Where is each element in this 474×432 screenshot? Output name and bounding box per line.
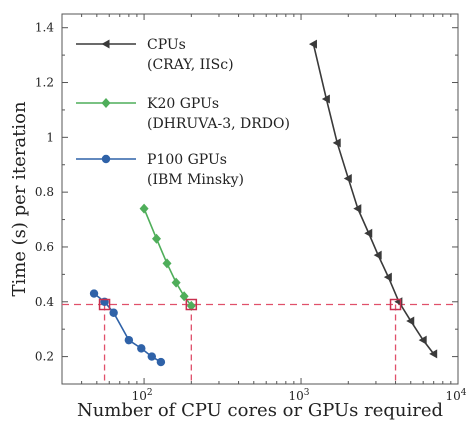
legend-label: K20 GPUs bbox=[147, 96, 219, 112]
data-point bbox=[343, 173, 352, 183]
y-tick-label: 0.2 bbox=[35, 350, 54, 364]
data-point bbox=[383, 272, 392, 282]
data-point bbox=[321, 94, 330, 104]
reference-layer bbox=[62, 303, 458, 384]
data-point bbox=[156, 357, 166, 367]
plot-frame bbox=[61, 13, 459, 385]
data-point bbox=[109, 308, 118, 317]
y-tick-label: 0.6 bbox=[35, 240, 54, 254]
legend-sublabel: (CRAY, IISc) bbox=[147, 57, 234, 73]
data-point bbox=[101, 98, 111, 108]
legend: CPUs (CRAY, IISc) K20 GPUs (DHRUVA-3, DRDO)… bbox=[76, 37, 290, 188]
y-tick-label: 0.8 bbox=[35, 185, 54, 199]
data-point bbox=[373, 250, 382, 260]
data-point bbox=[171, 277, 181, 288]
data-point bbox=[308, 39, 317, 49]
y-tick-label: 1.2 bbox=[35, 76, 54, 90]
data-point bbox=[101, 39, 110, 49]
data-point bbox=[152, 233, 162, 244]
data-point bbox=[101, 154, 111, 164]
legend-label: CPUs bbox=[147, 37, 186, 53]
data-point bbox=[332, 138, 341, 148]
highlight-marker bbox=[389, 298, 402, 311]
x-axis-title: Number of CPU cores or GPUs required bbox=[77, 400, 443, 421]
data-point bbox=[139, 203, 149, 214]
data-point bbox=[137, 344, 146, 353]
y-axis-title: Time (s) per iteration bbox=[9, 101, 30, 297]
x-tick-label: 102 bbox=[132, 388, 153, 403]
y-tick-label: 0.4 bbox=[35, 295, 54, 309]
data-point bbox=[429, 349, 438, 359]
legend-label: P100 GPUs bbox=[147, 152, 227, 168]
data-point bbox=[418, 335, 427, 345]
series-line bbox=[312, 43, 435, 355]
legend-sublabel: (DHRUVA-3, DRDO) bbox=[147, 116, 290, 132]
data-point bbox=[406, 316, 415, 326]
data-point bbox=[147, 352, 156, 361]
series-line bbox=[143, 208, 192, 307]
data-point bbox=[186, 300, 196, 311]
data-point bbox=[89, 289, 99, 298]
data-point bbox=[162, 258, 172, 269]
legend-sublabel: (IBM Minsky) bbox=[147, 172, 244, 188]
tick-layer: 0.2 0.4 0.6 0.8 1 1.2 1.4 102 103 104 bbox=[35, 14, 467, 403]
data-point bbox=[364, 228, 373, 238]
x-tick-label: 104 bbox=[445, 388, 466, 403]
data-point bbox=[353, 204, 362, 214]
data-point bbox=[124, 335, 134, 345]
x-tick-label: 103 bbox=[289, 388, 310, 403]
y-tick-label: 1.4 bbox=[35, 21, 54, 35]
highlight-layer bbox=[98, 298, 402, 311]
series-layer bbox=[89, 39, 438, 367]
highlight-marker bbox=[98, 298, 111, 311]
y-tick-label: 1 bbox=[46, 130, 54, 144]
highlight-marker bbox=[185, 298, 198, 311]
